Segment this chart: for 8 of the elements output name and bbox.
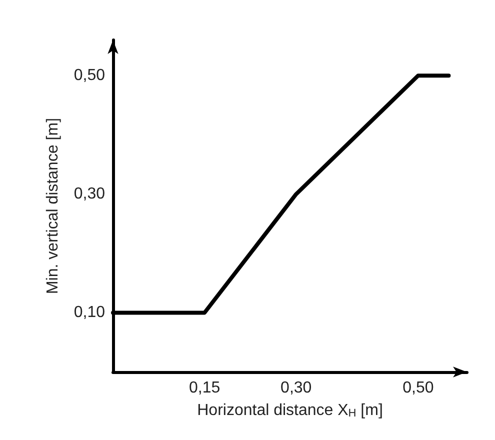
x-tick-label: 0,30 — [280, 380, 312, 396]
x-axis-title: Horizontal distance XH [m] — [197, 402, 383, 420]
y-tick-label: 0,50 — [74, 67, 106, 84]
x-tick-label: 0,15 — [188, 380, 220, 396]
x-tick-label: 0,50 — [402, 380, 434, 396]
y-axis-title: Min. vertical distance [m] — [44, 118, 62, 294]
y-tick-label: 0,30 — [74, 186, 106, 203]
y-tick-label: 0,10 — [74, 304, 106, 322]
